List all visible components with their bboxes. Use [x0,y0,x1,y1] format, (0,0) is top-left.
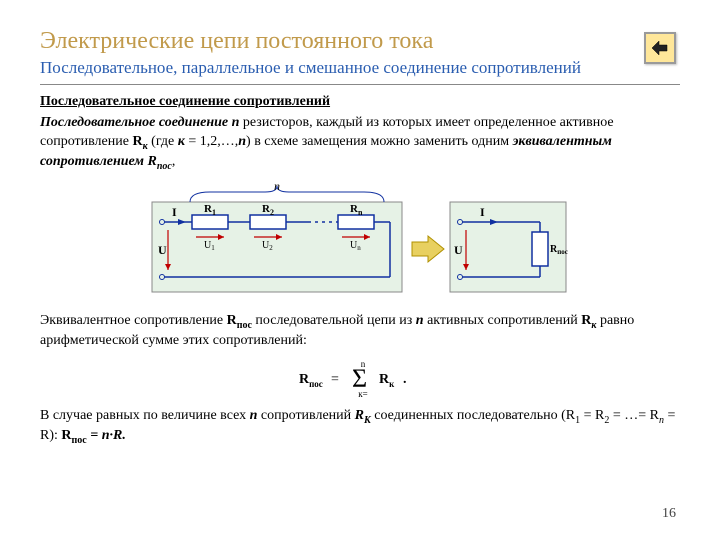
svg-text:U: U [454,243,463,257]
divider [40,84,680,85]
back-arrow-icon [651,39,669,57]
back-button[interactable] [644,32,676,64]
svg-text:=: = [331,372,339,387]
paragraph-3: В случае равных по величине всех n сопро… [40,407,680,448]
svg-text:n: n [274,182,280,193]
section-heading: Последовательное соединение сопротивлени… [40,93,680,112]
svg-text:I: I [172,205,177,219]
page-subtitle: Последовательное, параллельное и смешанн… [40,57,680,78]
body-text: Последовательное соединение сопротивлени… [40,93,680,447]
page-number: 16 [662,506,676,522]
page-title: Электрические цепи постоянного тока [40,28,680,55]
paragraph-1: Последовательное соединение n резисторов… [40,114,680,173]
svg-text:к=: к= [358,389,367,399]
paragraph-2: Эквивалентное сопротивление Rпос последо… [40,312,680,351]
formula: Rпос = n Σ к= Rк . [40,357,680,399]
svg-text:I: I [480,205,485,219]
svg-text:U: U [158,243,167,257]
svg-text:Rк: Rк [379,372,395,389]
svg-text:Rпос: Rпос [299,372,323,389]
circuit-diagram: n I R1 R2 Rn [40,182,680,302]
svg-text:.: . [403,372,407,387]
